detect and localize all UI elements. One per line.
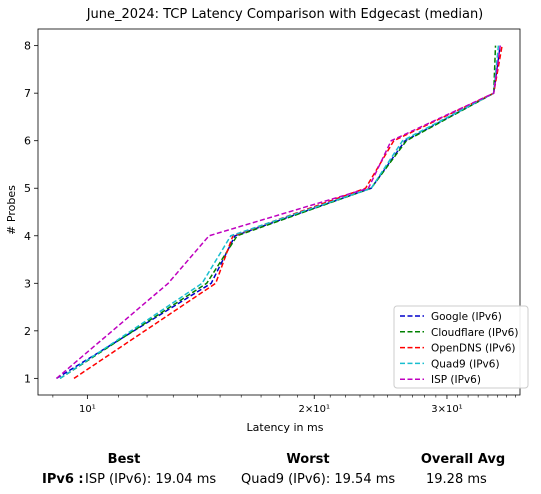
y-tick-label: 8 (24, 40, 31, 53)
legend-label-1: Cloudflare (IPv6) (431, 327, 518, 339)
y-tick-label: 7 (24, 87, 31, 100)
x-tick-label: 3×10¹ (431, 404, 462, 415)
y-tick-label: 2 (24, 325, 31, 338)
legend-label-3: Quad9 (IPv6) (431, 358, 500, 370)
x-tick-label: 10¹ (79, 404, 96, 415)
avg-value: 19.28 ms (426, 472, 487, 487)
avg-header: Overall Avg (408, 452, 518, 467)
legend: Google (IPv6) Cloudflare (IPv6) OpenDNS (I… (394, 306, 528, 388)
y-tick-label: 3 (24, 277, 31, 290)
legend-label-4: ISP (IPv6) (431, 374, 481, 386)
y-tick-label: 1 (24, 372, 31, 385)
legend-label-0: Google (IPv6) (431, 311, 502, 323)
chart-title: June_2024: TCP Latency Comparison with E… (86, 7, 484, 22)
y-tick-label: 5 (24, 182, 31, 195)
best-value: ISP (IPv6): 19.04 ms (85, 472, 216, 487)
y-axis-label: # Probes (5, 185, 18, 235)
y-tick-label: 6 (24, 135, 31, 148)
legend-label-2: OpenDNS (IPv6) (431, 343, 516, 355)
worst-header: Worst (258, 452, 358, 467)
best-header: Best (84, 452, 164, 467)
y-tick-label: 4 (24, 230, 31, 243)
ipv6-row-label: IPv6 : (42, 472, 84, 487)
worst-value: Quad9 (IPv6): 19.54 ms (241, 472, 395, 487)
latency-chart: June_2024: TCP Latency Comparison with E… (0, 0, 541, 440)
x-axis-label: Latency in ms (247, 421, 324, 434)
x-tick-label: 2×10¹ (299, 404, 330, 415)
